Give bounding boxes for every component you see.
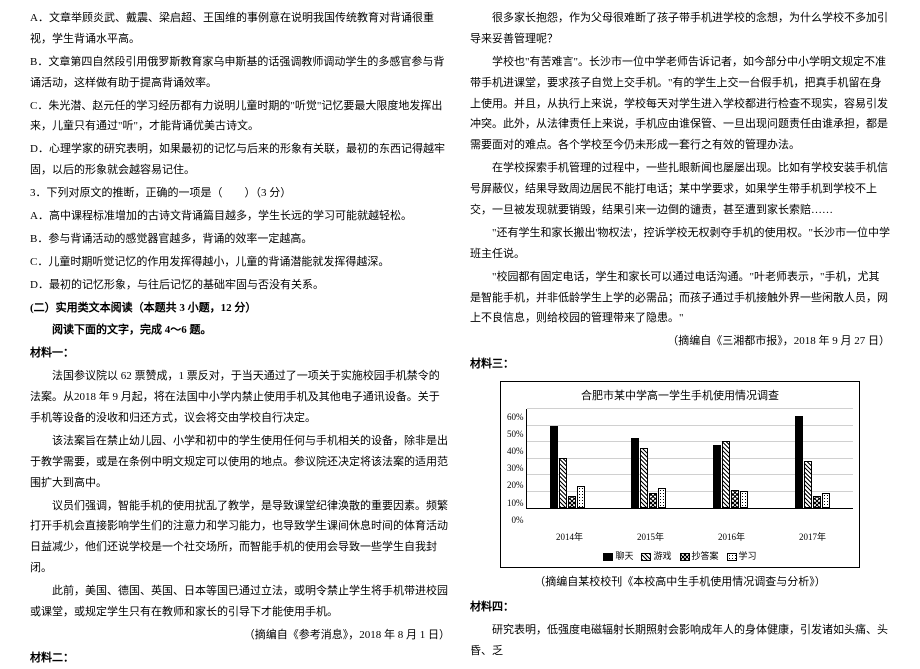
left-column: A．文章举顾炎武、戴震、梁启超、王国维的事例意在说明我国传统教育对背诵很重视，学… (20, 8, 460, 641)
m1-para-3: 议员们强调，智能手机的使用扰乱了教学，是导致课堂纪律涣散的重要因素。频繁打开手机… (30, 496, 450, 580)
option-b: B．文章第四自然段引用俄罗斯教育家乌申斯基的话强调教师调动学生的多感官参与背诵活… (30, 52, 450, 94)
legend-item: 游戏 (641, 548, 671, 565)
m2-para-3: 在学校探索手机管理的过程中，一些扎眼新闻也屡屡出现。比如有学校安装手机信号屏蔽仪… (470, 158, 890, 221)
m4-para-1: 研究表明，低强度电磁辐射长期照射会影响成年人的身体健康，引发诸如头痛、头昏、乏 (470, 620, 890, 662)
legend-label: 游戏 (653, 548, 671, 565)
m2-para-5: "校园都有固定电话，学生和家长可以通过电话沟通。"叶老师表示，"手机，尤其是智能… (470, 267, 890, 330)
m2-para-2: 学校也"有苦难言"。长沙市一位中学老师告诉记者，如今部分中小学明文规定不准带手机… (470, 52, 890, 156)
bar (804, 461, 812, 508)
bar (559, 458, 567, 508)
read-prompt: 阅读下面的文字，完成 4～6 题。 (30, 320, 450, 341)
chart-container: 合肥市某中学高一学生手机使用情况调查 60%50%40%30%20%10%0% … (500, 381, 860, 593)
m1-source: （摘编自《参考消息》，2018 年 8 月 1 日） (30, 625, 450, 646)
year-group (713, 441, 748, 508)
bar (658, 488, 666, 508)
bar (631, 438, 639, 508)
bar (740, 491, 748, 508)
material-3-label: 材料三： (470, 354, 890, 375)
q3-option-c: C．儿童时期听觉记忆的作用发挥得越小，儿童的背诵潜能就发挥得越深。 (30, 252, 450, 273)
bar (722, 441, 730, 508)
option-c: C．朱光潜、赵元任的学习经历都有力说明儿童时期的"听觉"记忆要最大限度地发挥出来… (30, 96, 450, 138)
m2-para-1: 很多家长抱怨，作为父母很难断了孩子带手机进学校的念想，为什么学校不多加引导来妥善… (470, 8, 890, 50)
legend-item: 抄答案 (680, 548, 719, 565)
chart-legend: 聊天 游戏 抄答案 学习 (507, 548, 853, 565)
bar (813, 496, 821, 508)
legend-label: 聊天 (615, 548, 633, 565)
chart-plot (526, 409, 854, 509)
x-label: 2014年 (556, 529, 583, 546)
option-d: D．心理学家的研究表明，如果最初的记忆与后来的形象有关联，最初的东西记得越牢固，… (30, 139, 450, 181)
legend-label: 抄答案 (692, 548, 719, 565)
bar (713, 445, 721, 508)
legend-swatch (603, 553, 613, 561)
material-2-label: 材料二： (30, 648, 450, 669)
legend-swatch (727, 553, 737, 561)
m2-source: （摘编自《三湘都市报》，2018 年 9 月 27 日） (470, 331, 890, 352)
x-label: 2017年 (799, 529, 826, 546)
material-4-label: 材料四： (470, 597, 890, 618)
m1-para-2: 该法案旨在禁止幼儿园、小学和初中的学生使用任何与手机相关的设备，除非是出于教学需… (30, 431, 450, 494)
bar (568, 496, 576, 508)
m1-para-1: 法国参议院以 62 票赞成，1 票反对，于当天通过了一项关于实施校园手机禁令的法… (30, 366, 450, 429)
chart-title: 合肥市某中学高一学生手机使用情况调查 (507, 386, 853, 407)
question-3: 3．下列对原文的推断，正确的一项是（ ）（3 分） (30, 183, 450, 204)
bar (649, 493, 657, 508)
bar (822, 493, 830, 508)
bar (795, 416, 803, 508)
q3-option-d: D．最初的记忆形象，与往后记忆的基础牢固与否没有关系。 (30, 275, 450, 296)
x-label: 2015年 (637, 529, 664, 546)
legend-item: 聊天 (603, 548, 633, 565)
chart-caption: （摘编自某校校刊《本校高中生手机使用情况调查与分析》） (500, 572, 860, 593)
y-axis: 60%50%40%30%20%10%0% (507, 409, 526, 509)
x-axis-labels: 2014年 2015年 2016年 2017年 (529, 529, 853, 546)
chart-border: 合肥市某中学高一学生手机使用情况调查 60%50%40%30%20%10%0% … (500, 381, 860, 568)
legend-swatch (680, 553, 690, 561)
bar (550, 426, 558, 508)
bar (731, 490, 739, 508)
right-column: 很多家长抱怨，作为父母很难断了孩子带手机进学校的念想，为什么学校不多加引导来妥善… (460, 8, 900, 641)
year-group (550, 426, 585, 508)
m2-para-4: "还有学生和家长搬出'物权法'，控诉学校无权剥夺手机的使用权。"长沙市一位中学班… (470, 223, 890, 265)
m1-para-4: 此前，美国、德国、英国、日本等国已通过立法，或明令禁止学生将手机带进校园或课堂，… (30, 581, 450, 623)
year-group (631, 438, 666, 508)
legend-item: 学习 (727, 548, 757, 565)
bar (640, 448, 648, 508)
legend-label: 学习 (739, 548, 757, 565)
section-2-title: (二）实用类文本阅读（本题共 3 小题，12 分） (30, 298, 450, 319)
bar (577, 486, 585, 508)
x-label: 2016年 (718, 529, 745, 546)
q3-option-b: B．参与背诵活动的感觉器官越多，背诵的效率一定越高。 (30, 229, 450, 250)
q3-option-a: A．高中课程标准增加的古诗文背诵篇目越多，学生长远的学习可能就越轻松。 (30, 206, 450, 227)
material-1-label: 材料一： (30, 343, 450, 364)
legend-swatch (641, 553, 651, 561)
option-a: A．文章举顾炎武、戴震、梁启超、王国维的事例意在说明我国传统教育对背诵很重视，学… (30, 8, 450, 50)
year-group (795, 416, 830, 508)
chart-area: 60%50%40%30%20%10%0% (507, 409, 853, 529)
